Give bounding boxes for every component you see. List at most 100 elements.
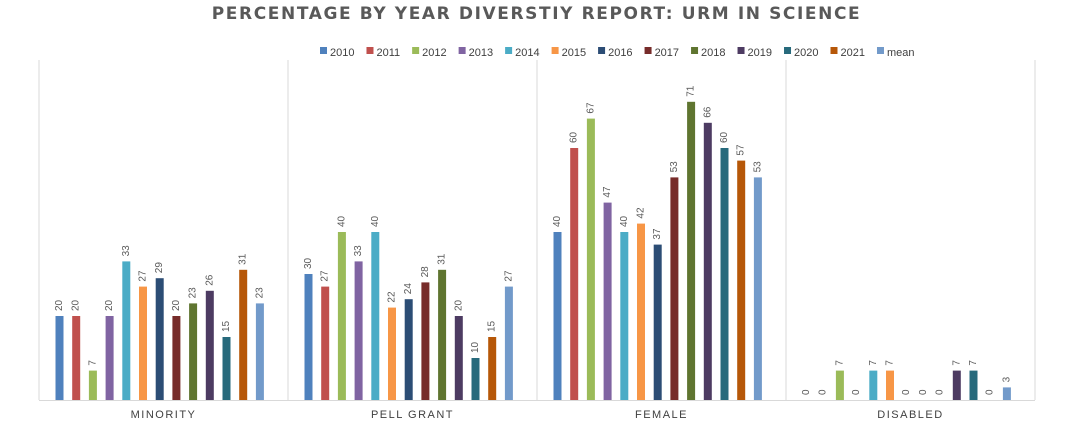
data-label: 20	[54, 299, 65, 311]
bar	[653, 244, 662, 400]
data-label: 22	[387, 291, 398, 303]
data-label: 67	[585, 102, 596, 114]
legend-swatch	[458, 47, 466, 54]
data-label: 7	[885, 360, 896, 366]
bar	[55, 316, 64, 400]
bar	[570, 148, 579, 400]
data-label: 29	[154, 262, 165, 274]
bar	[388, 307, 396, 400]
bar	[454, 316, 463, 400]
bar	[720, 148, 729, 400]
legend-entry: 2011	[376, 47, 400, 59]
plot-frame	[38, 60, 1036, 401]
data-label: 20	[71, 299, 82, 311]
bar	[471, 358, 480, 400]
data-label: 33	[121, 245, 132, 257]
data-label: 71	[686, 85, 697, 97]
bar	[139, 286, 147, 400]
data-label: 0	[918, 389, 929, 395]
legend-entry: 2018	[701, 47, 725, 59]
category-labels: MINORITY PELL GRANT FEMALE DISABLED	[131, 409, 943, 421]
bar	[421, 282, 430, 400]
bar	[438, 269, 447, 400]
category-label: FEMALE	[635, 409, 688, 421]
data-label: 20	[104, 299, 115, 311]
data-label: 15	[221, 320, 232, 332]
bar	[88, 370, 97, 400]
data-label: 7	[868, 360, 879, 366]
data-label: 20	[171, 299, 182, 311]
legend-swatch	[320, 47, 327, 54]
bar	[620, 232, 629, 400]
legend-swatch	[366, 47, 374, 54]
data-label: 0	[901, 389, 912, 395]
legend-swatch	[551, 47, 559, 54]
bar	[603, 202, 612, 400]
data-label: 0	[801, 389, 812, 395]
bar	[835, 370, 844, 400]
data-labels: 20 20720332729202326153123302740334022242…	[54, 85, 1012, 395]
bar	[504, 286, 513, 400]
bar	[637, 223, 645, 400]
data-label: 0	[818, 389, 829, 395]
bar	[255, 303, 264, 400]
data-label: 53	[752, 161, 763, 173]
legend-entry: 2014	[515, 47, 539, 59]
bar	[122, 261, 131, 400]
legend-swatch	[598, 47, 606, 54]
data-label: 7	[87, 360, 98, 366]
bar	[737, 160, 746, 400]
bar	[205, 290, 214, 400]
bar	[155, 278, 164, 400]
legend-entry: 2010	[330, 47, 354, 59]
bar	[886, 370, 894, 400]
data-label: 60	[569, 131, 580, 143]
legend-entry: 2016	[608, 47, 632, 59]
legend-swatch	[876, 47, 884, 54]
legend-swatch	[691, 47, 699, 54]
bar	[371, 232, 380, 400]
legend-swatch	[830, 47, 838, 54]
category-label: PELL GRANT	[371, 409, 454, 421]
bar	[1002, 387, 1011, 400]
data-label: 24	[403, 283, 414, 295]
data-label: 40	[336, 215, 347, 227]
data-label: 10	[470, 341, 481, 353]
category-label: DISABLED	[877, 409, 943, 421]
data-label: 37	[652, 228, 663, 240]
data-label: 0	[935, 389, 946, 395]
bar	[304, 274, 313, 400]
bar	[239, 269, 248, 400]
data-label: 15	[487, 320, 498, 332]
data-label: 42	[636, 207, 647, 219]
data-label: 40	[619, 215, 630, 227]
data-label: 31	[437, 253, 448, 265]
data-label: 27	[138, 270, 149, 282]
category-label: MINORITY	[131, 409, 197, 421]
data-label: 40	[552, 215, 563, 227]
legend-swatch	[737, 47, 745, 54]
bar	[354, 261, 363, 400]
data-label: 26	[204, 274, 215, 286]
data-label: 30	[303, 257, 314, 269]
bar	[703, 122, 712, 401]
legend-swatch	[412, 47, 420, 54]
bar	[72, 316, 81, 400]
legend-entry: 2017	[655, 47, 679, 59]
legend-swatch	[505, 47, 513, 54]
legend: 2010 2011 2012 2013 2014 2015 2016 2017 2018 2019…	[320, 47, 915, 59]
data-label: 60	[719, 131, 730, 143]
data-label: 40	[370, 215, 381, 227]
data-label: 28	[420, 266, 431, 278]
data-label: 0	[985, 389, 996, 395]
legend-entry: 2019	[748, 47, 772, 59]
data-label: 27	[503, 270, 514, 282]
data-label: 57	[736, 144, 747, 156]
data-label: 7	[951, 360, 962, 366]
bar	[189, 303, 198, 400]
data-label: 7	[968, 360, 979, 366]
chart-title: PERCENTAGE BY YEAR DIVERSTIY REPORT: URM…	[211, 4, 862, 24]
data-label: 27	[320, 270, 331, 282]
